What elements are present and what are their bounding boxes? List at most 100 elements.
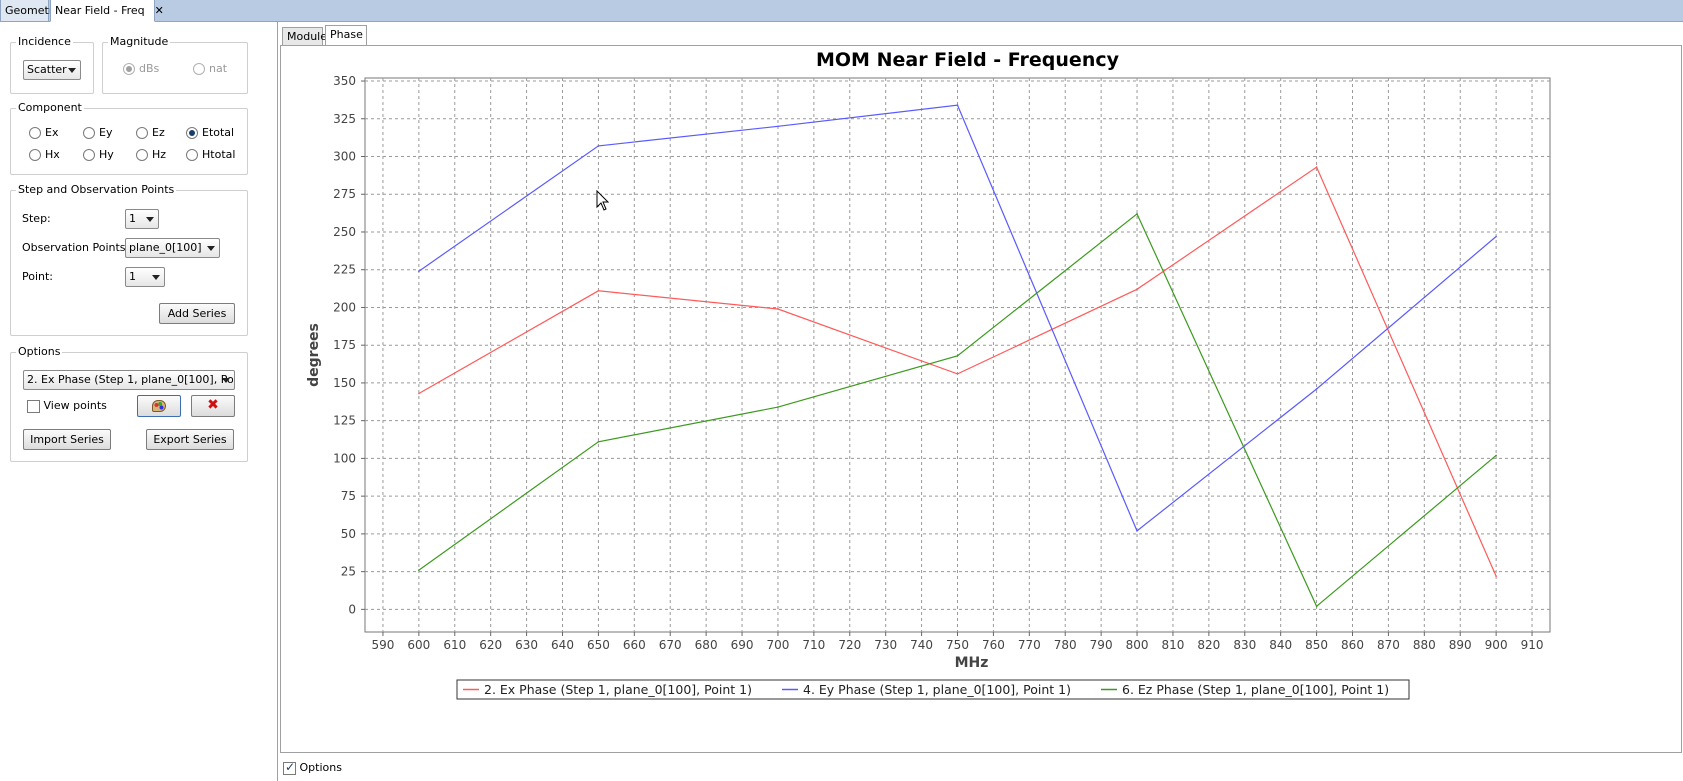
data-point (1495, 235, 1497, 238)
radio-selected-icon (186, 127, 198, 139)
x-tick-label: 790 (1090, 638, 1113, 652)
radio-unselected-icon (136, 149, 148, 161)
x-tick-label: 600 (407, 638, 430, 652)
magnitude-radio-nat[interactable]: nat (193, 62, 227, 75)
document-tab-bar: Geometry Near Field - Freq ✕ (0, 0, 1683, 22)
view-points-checkbox[interactable]: View points (27, 399, 107, 413)
data-point (1315, 166, 1318, 168)
chart-title: MOM Near Field - Frequency (816, 49, 1120, 71)
tab-phase-label: Phase (330, 28, 363, 41)
tab-module-label: Module (287, 30, 327, 43)
tab-geometry-label: Geometry (5, 4, 60, 17)
import-series-button[interactable]: Import Series (23, 429, 111, 450)
data-point (777, 308, 779, 310)
tab-geometry[interactable]: Geometry (0, 0, 60, 22)
component-radio-htotal[interactable]: Htotal (186, 148, 235, 161)
component-ex-label: Ex (45, 126, 59, 139)
close-icon[interactable]: ✕ (154, 4, 164, 17)
radio-selected-icon (123, 63, 135, 75)
y-tick-label: 350 (333, 74, 356, 88)
data-point (1315, 605, 1318, 608)
chevron-down-icon (222, 378, 230, 383)
data-point (777, 125, 779, 128)
x-tick-label: 860 (1341, 638, 1364, 652)
point-value: 1 (129, 270, 136, 283)
legend-label: 2. Ex Phase (Step 1, plane_0[100], Point… (484, 682, 752, 697)
x-tick-label: 900 (1485, 638, 1508, 652)
magnitude-title: Magnitude (108, 35, 171, 48)
x-axis-label: MHz (955, 655, 989, 671)
data-point (1136, 213, 1138, 215)
data-point (1495, 575, 1497, 577)
component-radio-etotal[interactable]: Etotal (186, 126, 234, 139)
y-tick-label: 50 (341, 527, 356, 541)
chevron-down-icon (152, 275, 160, 280)
palette-icon (152, 400, 166, 412)
x-tick-label: 840 (1269, 638, 1292, 652)
phase-chart: MOM Near Field - Frequency 590 600 610 620 63… (306, 49, 1551, 700)
incidence-value: Scatter (27, 63, 67, 76)
x-tick-label: 640 (551, 638, 574, 652)
x-tick-label: 710 (802, 638, 825, 652)
x-tick-label: 720 (838, 638, 861, 652)
y-tick-label: 250 (333, 225, 356, 239)
y-tick-label: 300 (333, 149, 356, 163)
radio-unselected-icon (193, 63, 205, 75)
tab-near-field-freq[interactable]: Near Field - Freq ✕ (50, 0, 164, 22)
legend-box (456, 679, 1410, 700)
radio-unselected-icon (83, 149, 95, 161)
palette-button[interactable] (137, 395, 181, 417)
radio-unselected-icon (83, 127, 95, 139)
x-tick-label: 830 (1233, 638, 1256, 652)
x-tick-label: 850 (1305, 638, 1328, 652)
tab-phase[interactable]: Phase (325, 25, 367, 46)
control-panel: Incidence Scatter Magnitude dBs nat Comp… (0, 22, 278, 781)
observation-points-select[interactable]: plane_0[100] (125, 238, 220, 258)
chart-frame: MOM Near Field - Frequency 590 600 610 620 63… (280, 45, 1682, 753)
point-label: Point: (22, 270, 54, 283)
checkbox-icon (27, 399, 40, 413)
add-series-button[interactable]: Add Series (159, 303, 235, 324)
x-tick-label: 780 (1054, 638, 1077, 652)
tab-module[interactable]: Module (282, 27, 327, 47)
magnitude-radio-dbs[interactable]: dBs (123, 62, 159, 75)
delete-icon: ✖ (207, 397, 219, 413)
data-point (597, 440, 600, 443)
component-radio-hz[interactable]: Hz (136, 148, 166, 161)
data-point (418, 270, 420, 273)
data-point (956, 104, 959, 106)
x-tick-label: 660 (623, 638, 646, 652)
magnitude-group: Magnitude dBs nat (102, 35, 248, 94)
x-tick-label: 740 (910, 638, 933, 652)
y-tick-label: 175 (333, 338, 356, 352)
component-radio-ey[interactable]: Ey (83, 126, 112, 139)
component-radio-hy[interactable]: Hy (83, 148, 114, 161)
data-point (1495, 454, 1497, 457)
x-tick-label: 680 (695, 638, 718, 652)
component-radio-hx[interactable]: Hx (29, 148, 60, 161)
x-tick-label: 890 (1449, 638, 1472, 652)
export-series-button[interactable]: Export Series (146, 429, 234, 450)
y-tick-label: 125 (333, 414, 356, 428)
x-tick-label: 820 (1197, 638, 1220, 652)
chevron-down-icon (207, 246, 215, 251)
bottom-options-checkbox[interactable]: Options (283, 760, 342, 775)
data-point (597, 290, 600, 292)
step-select[interactable]: 1 (125, 209, 159, 229)
y-tick-label: 225 (333, 263, 356, 277)
y-tick-label: 325 (333, 112, 356, 126)
component-ey-label: Ey (99, 126, 113, 139)
incidence-select[interactable]: Scatter (23, 60, 81, 80)
y-axis-label: degrees (306, 323, 322, 387)
radio-unselected-icon (29, 127, 41, 139)
y-tick-label: 200 (333, 300, 356, 314)
x-tick-label: 750 (946, 638, 969, 652)
component-radio-ex[interactable]: Ex (29, 126, 58, 139)
component-ez-label: Ez (152, 126, 165, 139)
step-observation-group: Step and Observation Points Step: 1 Obse… (10, 183, 248, 336)
chevron-down-icon (68, 68, 76, 73)
series-select[interactable]: 2. Ex Phase (Step 1, plane_0[100], Poi..… (23, 370, 235, 390)
component-radio-ez[interactable]: Ez (136, 126, 165, 139)
remove-series-button[interactable]: ✖ (191, 395, 235, 417)
point-select[interactable]: 1 (125, 267, 165, 287)
